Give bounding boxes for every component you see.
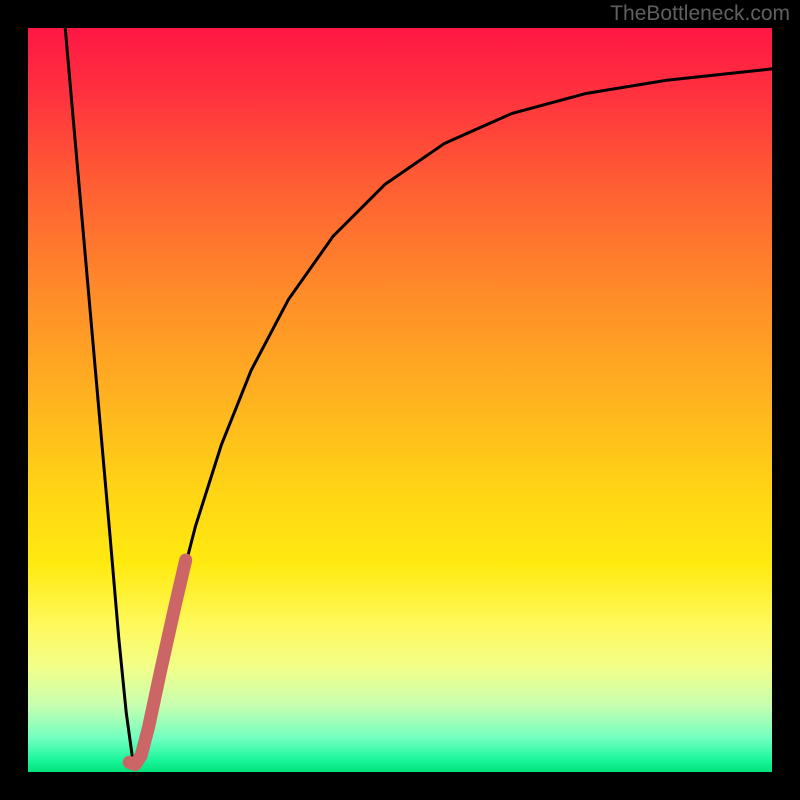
plot-background xyxy=(28,28,772,772)
chart-svg xyxy=(0,0,800,800)
chart-container: TheBottleneck.com xyxy=(0,0,800,800)
